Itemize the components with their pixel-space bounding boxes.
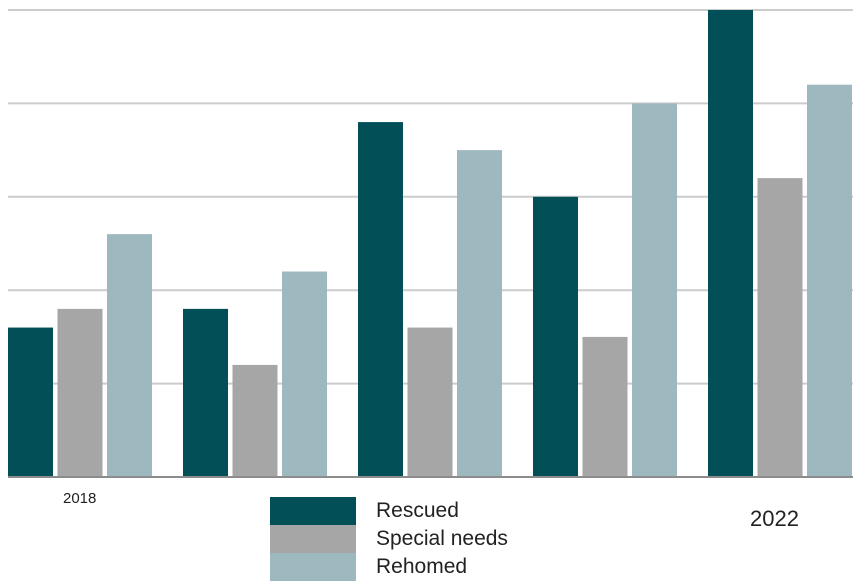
bar-rescued-2020: [358, 122, 403, 477]
bar-rescued-2021: [533, 196, 578, 478]
bar-rehomed-2018: [107, 234, 152, 477]
bar-rescued-2022: [708, 10, 753, 477]
bar-special-needs-2021: [582, 336, 628, 477]
legend-swatch-rehomed: [270, 553, 356, 581]
bar-rescued-2018: [8, 327, 53, 477]
bar-special-needs-2020: [407, 327, 453, 477]
x-tick-label-last: 2022: [750, 506, 799, 531]
bar-rehomed-2022: [807, 84, 852, 477]
legend-label-rescued: Rescued: [376, 499, 459, 522]
legend-item-rehomed: Rehomed: [270, 553, 508, 581]
bar-special-needs-2019: [232, 364, 278, 477]
bar-special-needs-2022: [757, 178, 803, 477]
legend-item-rescued: Rescued: [270, 497, 508, 525]
legend-item-special-needs: Special needs: [270, 525, 508, 553]
legend-swatch-rescued: [270, 497, 356, 525]
bar-special-needs-2018: [57, 308, 103, 477]
legend-label-rehomed: Rehomed: [376, 555, 468, 578]
x-tick-label-first: 2018: [63, 490, 97, 507]
bar-chart: [8, 9, 853, 478]
legend: Rescued Special needs Rehomed: [270, 497, 508, 581]
legend-swatch-special-needs: [270, 525, 356, 553]
legend-label-special-needs: Special needs: [376, 527, 508, 550]
bars: [8, 10, 852, 478]
bar-rehomed-2019: [282, 271, 327, 477]
bar-rescued-2019: [183, 308, 228, 477]
bar-rehomed-2020: [457, 150, 502, 477]
bar-rehomed-2021: [632, 103, 677, 478]
